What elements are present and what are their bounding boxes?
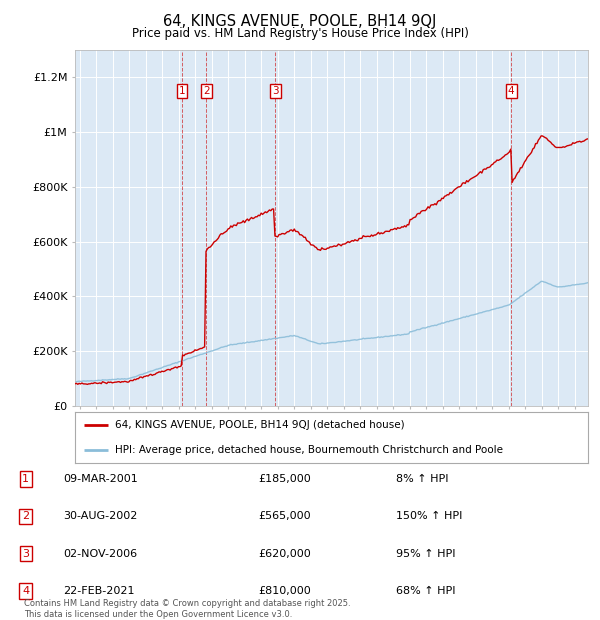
Text: £185,000: £185,000 — [258, 474, 311, 484]
Text: 64, KINGS AVENUE, POOLE, BH14 9QJ (detached house): 64, KINGS AVENUE, POOLE, BH14 9QJ (detac… — [115, 420, 404, 430]
Text: 02-NOV-2006: 02-NOV-2006 — [63, 549, 137, 559]
Text: 1: 1 — [179, 86, 185, 95]
Text: 68% ↑ HPI: 68% ↑ HPI — [396, 586, 455, 596]
Text: Contains HM Land Registry data © Crown copyright and database right 2025.
This d: Contains HM Land Registry data © Crown c… — [24, 600, 350, 619]
Text: 150% ↑ HPI: 150% ↑ HPI — [396, 512, 463, 521]
Text: 2: 2 — [203, 86, 209, 95]
Text: £620,000: £620,000 — [258, 549, 311, 559]
Text: 4: 4 — [22, 586, 29, 596]
Text: Price paid vs. HM Land Registry's House Price Index (HPI): Price paid vs. HM Land Registry's House … — [131, 27, 469, 40]
Text: HPI: Average price, detached house, Bournemouth Christchurch and Poole: HPI: Average price, detached house, Bour… — [115, 445, 503, 456]
Text: 2: 2 — [22, 512, 29, 521]
Text: 22-FEB-2021: 22-FEB-2021 — [63, 586, 134, 596]
Text: £565,000: £565,000 — [258, 512, 311, 521]
Text: 3: 3 — [272, 86, 278, 95]
Text: 09-MAR-2001: 09-MAR-2001 — [63, 474, 138, 484]
Text: 3: 3 — [22, 549, 29, 559]
Text: 4: 4 — [508, 86, 514, 95]
Text: 30-AUG-2002: 30-AUG-2002 — [63, 512, 137, 521]
Text: 64, KINGS AVENUE, POOLE, BH14 9QJ: 64, KINGS AVENUE, POOLE, BH14 9QJ — [163, 14, 437, 29]
Text: £810,000: £810,000 — [258, 586, 311, 596]
Text: 95% ↑ HPI: 95% ↑ HPI — [396, 549, 455, 559]
Text: 1: 1 — [22, 474, 29, 484]
Text: 8% ↑ HPI: 8% ↑ HPI — [396, 474, 449, 484]
